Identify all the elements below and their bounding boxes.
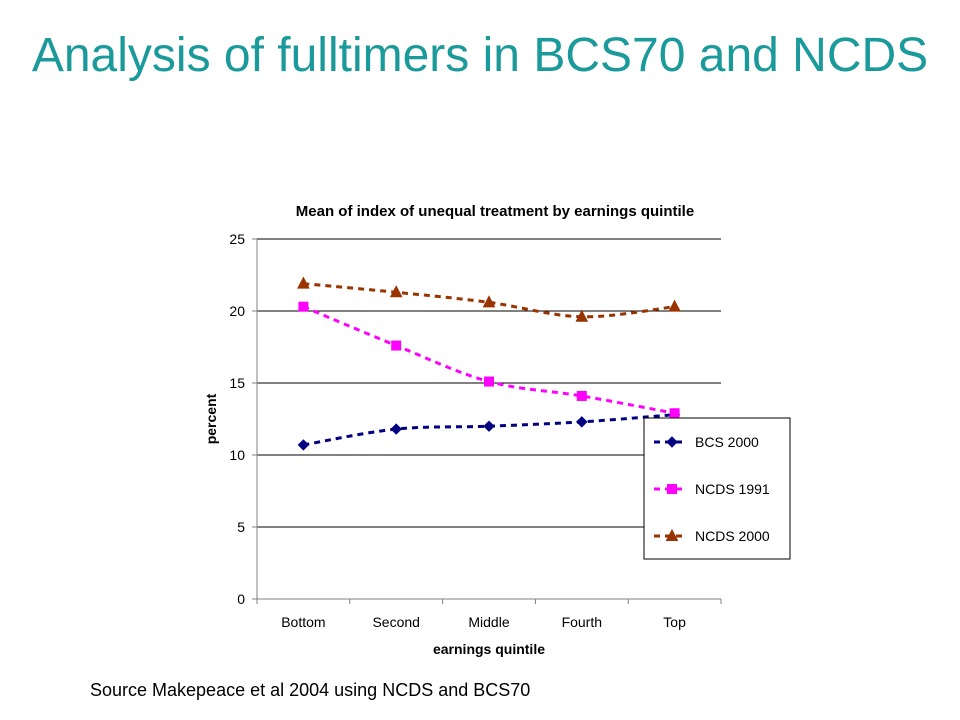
legend-swatch-marker [667, 484, 677, 494]
legend-item: NCDS 2000 [654, 528, 770, 544]
chart-title: Mean of index of unequal treatment by ea… [296, 203, 694, 220]
data-point [482, 295, 496, 308]
series-line [302, 305, 675, 415]
series-ncds-2000 [297, 276, 681, 322]
legend: BCS 2000 NCDS 1991 NCDS 2000 [643, 417, 791, 560]
y-axis-title: percent [203, 393, 219, 444]
data-point [484, 376, 494, 387]
legend-label: BCS 2000 [695, 434, 759, 450]
axes [252, 238, 722, 604]
data-point [575, 309, 589, 322]
data-point [483, 420, 495, 432]
legend-label: NCDS 1991 [695, 481, 770, 497]
series-ncds-1991 [298, 301, 680, 419]
y-tick-label: 10 [229, 447, 245, 463]
data-point [668, 299, 681, 312]
data-point [390, 423, 402, 435]
x-tick-label: Bottom [281, 614, 325, 630]
legend-item: NCDS 1991 [654, 481, 770, 497]
series-layer [297, 276, 681, 451]
y-tick-label: 0 [237, 591, 245, 607]
data-point [669, 408, 680, 419]
data-point [389, 285, 403, 298]
x-tick-label: Second [372, 614, 419, 630]
legend-label: NCDS 2000 [695, 528, 770, 544]
legend-swatch-marker [665, 528, 679, 541]
y-tick-label: 15 [229, 375, 245, 391]
x-tick-label: Top [663, 614, 686, 630]
data-point [391, 340, 402, 351]
series-line [303, 282, 675, 319]
y-tick-label: 20 [229, 303, 245, 319]
x-tick-label: Middle [468, 614, 509, 630]
x-tick-label: Fourth [562, 614, 602, 630]
legend-swatch-marker [666, 436, 678, 448]
legend-item: BCS 2000 [654, 434, 759, 450]
source-note: Source Makepeace et al 2004 using NCDS a… [90, 680, 531, 700]
slide-title: Analysis of fulltimers in BCS70 and NCDS [31, 29, 929, 82]
x-axis-title: earnings quintile [433, 641, 545, 657]
y-tick-label: 5 [237, 519, 245, 535]
data-point [298, 301, 309, 312]
series-bcs-2000 [297, 408, 681, 451]
data-point [297, 276, 310, 289]
data-point [297, 439, 310, 451]
data-point [576, 390, 587, 401]
tick-labels: 0 5 10 15 20 25 Bottom Second Middle Fourth Top [229, 231, 686, 630]
data-point [576, 416, 588, 428]
y-tick-label: 25 [229, 231, 245, 247]
